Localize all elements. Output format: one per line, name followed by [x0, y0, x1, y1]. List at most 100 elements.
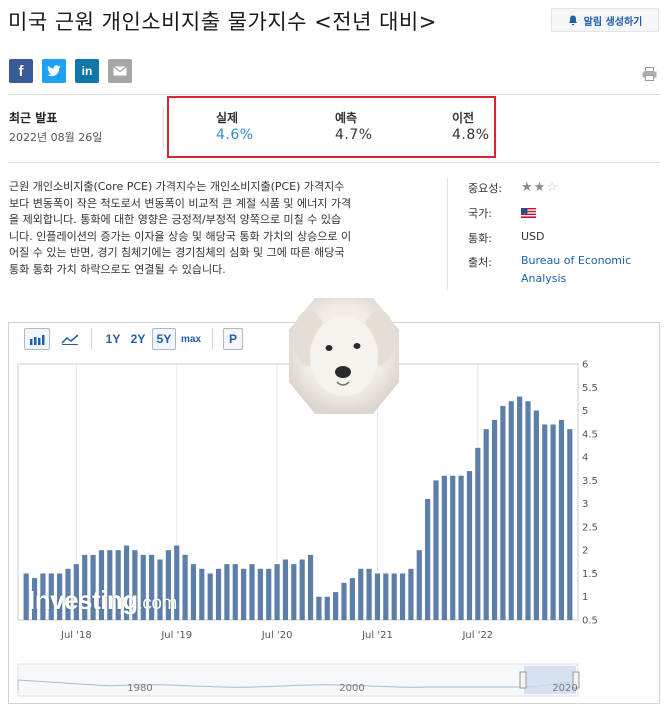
- data-bar: [274, 564, 280, 620]
- data-bar: [232, 564, 238, 620]
- indicator-description: 근원 개인소비지출(Core PCE) 가격지수는 개인소비지출(PCE) 가격…: [9, 179, 419, 278]
- data-bar: [73, 564, 79, 620]
- source-line: Bureau of Economic: [521, 254, 632, 267]
- data-bar: [491, 419, 498, 620]
- data-bar: [123, 545, 130, 620]
- importance-rating: ★★☆: [521, 180, 559, 195]
- source-link[interactable]: Bureau of Economic Analysis: [521, 252, 631, 288]
- create-alert-button[interactable]: 알림 생성하기: [551, 8, 659, 32]
- twitter-icon[interactable]: [42, 59, 66, 83]
- divider: [8, 162, 660, 163]
- data-bar: [475, 447, 481, 620]
- us-flag-icon: [521, 208, 536, 218]
- p-button[interactable]: P: [223, 328, 243, 350]
- data-bar: [82, 554, 88, 620]
- y-tick-label: 5.5: [582, 383, 598, 394]
- x-tick-label: Jul '20: [261, 630, 293, 641]
- y-tick-label: 4: [582, 453, 588, 464]
- data-bar: [115, 550, 121, 620]
- data-bar: [40, 573, 46, 620]
- y-tick-label: 1: [582, 592, 588, 603]
- data-bar: [224, 564, 230, 620]
- range-max-button[interactable]: max: [180, 333, 201, 345]
- data-bar: [416, 550, 422, 620]
- divider: [163, 108, 164, 148]
- data-bar: [324, 596, 330, 620]
- data-bar: [333, 592, 339, 620]
- data-bar: [433, 480, 439, 620]
- navigator-handle-left: [519, 671, 527, 689]
- description-line: 통화 통화 가치 하락으로도 연결될 수 있습니다.: [9, 262, 226, 276]
- data-bar: [341, 582, 347, 620]
- data-bar: [466, 471, 473, 620]
- data-bar: [391, 573, 397, 620]
- forecast-value: 4.7%: [335, 127, 373, 143]
- x-tick-label: Jul '19: [160, 630, 192, 641]
- data-bar: [241, 568, 247, 620]
- data-bar: [282, 559, 289, 620]
- facebook-icon[interactable]: f: [9, 59, 33, 83]
- x-tick-label: Jul '22: [461, 630, 493, 641]
- y-tick-label: 5: [582, 406, 588, 417]
- range-1y-button[interactable]: 1Y: [105, 332, 121, 346]
- data-bar: [408, 568, 414, 620]
- create-alert-label: 알림 생성하기: [583, 16, 643, 28]
- data-bar: [157, 559, 163, 620]
- data-bar: [215, 568, 222, 620]
- navigator-year-label: 2020: [552, 683, 577, 694]
- data-bar: [257, 568, 263, 620]
- range-2y-button[interactable]: 2Y: [130, 332, 146, 346]
- print-icon[interactable]: [642, 66, 657, 85]
- divider: [8, 94, 660, 95]
- data-bar: [149, 554, 155, 620]
- bar-chart-icon[interactable]: [24, 328, 50, 350]
- previous-label: 이전: [452, 111, 475, 125]
- data-bar: [441, 475, 447, 620]
- data-bar: [65, 568, 71, 620]
- data-bar: [140, 554, 146, 620]
- data-bar: [174, 545, 180, 620]
- latest-release-date: 2022년 08월 26일: [9, 131, 103, 144]
- star-empty-icon: ☆: [546, 180, 559, 195]
- description-line: 근원 개인소비지출(Core PCE) 가격지수는 개인소비지출(PCE) 가격…: [9, 180, 345, 193]
- star-filled-icon: ★: [533, 180, 547, 195]
- navigator-year-label: 2000: [339, 683, 364, 694]
- navigator-selection: [524, 666, 576, 694]
- toolbar-divider: [91, 328, 92, 350]
- description-line: 보다 변동폭이 작은 척도로서 변동폭이 비교적 큰 계절 식품 및 에너지 가…: [9, 196, 352, 210]
- data-bar: [383, 573, 389, 620]
- data-bar: [483, 429, 489, 620]
- data-bar: [567, 429, 573, 620]
- puppy-image: [289, 298, 399, 414]
- x-tick-label: Jul '21: [361, 630, 393, 641]
- y-tick-label: 3.5: [582, 476, 598, 487]
- divider: [447, 178, 448, 290]
- data-bar: [517, 396, 523, 620]
- data-bar: [399, 573, 406, 620]
- data-bar: [542, 424, 548, 620]
- data-bar: [550, 424, 556, 620]
- data-bar: [48, 573, 54, 620]
- data-bar: [500, 405, 506, 620]
- source-label: 출처:: [468, 256, 492, 269]
- data-bar: [458, 475, 464, 620]
- range-5y-button[interactable]: 5Y: [152, 328, 176, 350]
- star-filled-icon: ★: [521, 180, 534, 195]
- data-bar: [307, 554, 314, 620]
- importance-label: 중요성:: [468, 182, 503, 195]
- bell-icon: [568, 15, 577, 25]
- page-title: 미국 근원 개인소비지출 물가지수 <전년 대비>: [8, 10, 437, 34]
- data-bar: [207, 573, 213, 620]
- y-tick-label: 6: [582, 360, 588, 371]
- line-chart-icon[interactable]: [57, 328, 83, 350]
- data-bar: [266, 568, 272, 620]
- actual-label: 실제: [216, 111, 239, 125]
- email-icon[interactable]: [108, 59, 132, 83]
- data-bar: [366, 568, 372, 620]
- data-bar: [31, 578, 38, 620]
- linkedin-icon[interactable]: in: [75, 59, 99, 83]
- toolbar-divider: [212, 328, 213, 350]
- watermark-brand: Investing: [28, 585, 138, 615]
- highlight-box: [167, 96, 496, 158]
